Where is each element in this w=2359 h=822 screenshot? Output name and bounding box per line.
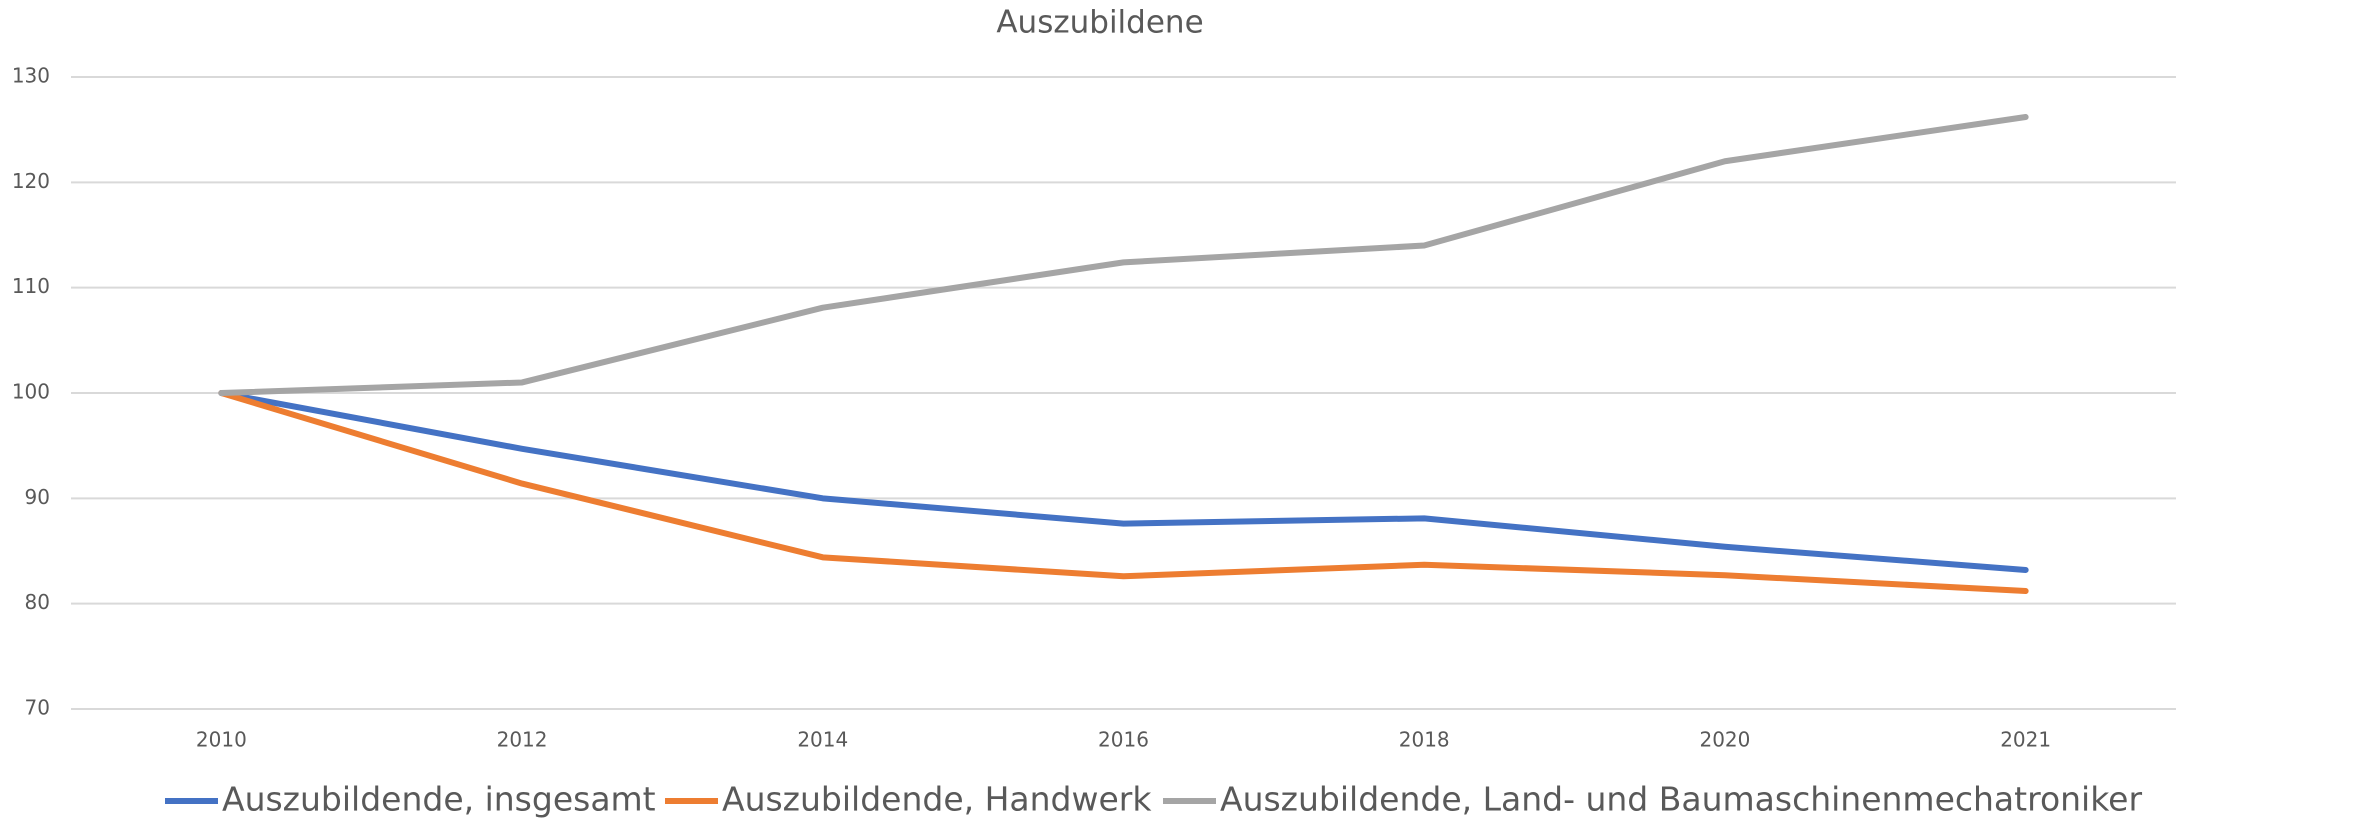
line (221, 117, 2025, 393)
chart: Auszubildene 70 80 90 100 110 120 130 2010 2012 2… (0, 0, 2359, 822)
x-tick-label: 2020 (1699, 728, 1750, 752)
legend-label: Auszubildende, insgesamt (222, 780, 656, 819)
legend-label: Auszubildende, Handwerk (722, 780, 1152, 819)
x-tick-label: 2021 (2000, 728, 2051, 752)
x-tick-label: 2014 (797, 728, 848, 752)
x-tick-label: 2016 (1098, 728, 1149, 752)
y-tick-label: 80 (25, 590, 50, 614)
x-tick-label: 2012 (497, 728, 548, 752)
y-tick-label: 100 (12, 380, 50, 404)
line (221, 393, 2025, 570)
y-tick-label: 110 (12, 274, 50, 298)
chart-title: Auszubildene (996, 5, 1203, 41)
line (221, 393, 2025, 591)
y-tick-label: 90 (25, 485, 50, 509)
page: Auszubildene 70 80 90 100 110 120 130 2010 2012 2… (0, 0, 2359, 822)
y-tick-label: 120 (12, 169, 50, 193)
y-tick-label: 130 (12, 64, 50, 88)
y-tick-label: 70 (25, 696, 50, 720)
x-tick-label: 2018 (1399, 728, 1450, 752)
x-tick-label: 2010 (196, 728, 247, 752)
legend-label: Auszubildende, Land- und Baumaschinenmec… (1220, 780, 2142, 819)
